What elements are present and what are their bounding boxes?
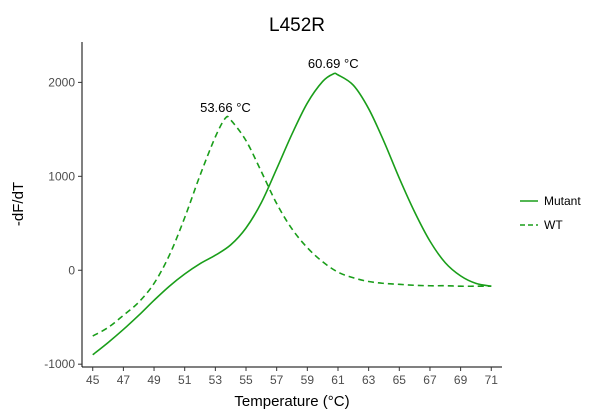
x-tick-label: 57 xyxy=(270,373,284,387)
x-tick-label: 71 xyxy=(485,373,499,387)
x-axis: 45 47 49 51 53 55 57 59 61 63 65 67 69 71 xyxy=(82,366,502,387)
series-line-mutant xyxy=(92,72,492,356)
x-tick-label: 51 xyxy=(178,373,192,387)
legend-label: WT xyxy=(544,218,563,232)
series-line-wt xyxy=(92,115,492,337)
peak-label: 60.69 °C xyxy=(308,56,359,71)
x-tick-label: 47 xyxy=(117,373,131,387)
legend-item-mutant: Mutant xyxy=(520,194,581,208)
y-tick-label: 0 xyxy=(68,263,75,277)
x-tick-label: 65 xyxy=(393,373,407,387)
x-tick-label: 45 xyxy=(86,373,100,387)
x-tick-label: 53 xyxy=(209,373,223,387)
y-axis: -1000 0 1000 2000 xyxy=(44,42,83,371)
x-tick-label: 67 xyxy=(423,373,437,387)
x-tick-label: 59 xyxy=(301,373,315,387)
legend: Mutant WT xyxy=(520,194,581,232)
x-tick-label: 49 xyxy=(147,373,161,387)
y-tick-label: 2000 xyxy=(48,75,75,89)
legend-label: Mutant xyxy=(544,194,581,208)
y-tick-label: 1000 xyxy=(48,169,75,183)
y-tick-label: -1000 xyxy=(44,357,75,371)
legend-item-wt: WT xyxy=(520,218,563,232)
x-tick-label: 69 xyxy=(454,373,468,387)
x-axis-title: Temperature (°C) xyxy=(234,393,349,410)
peak-annotations: 60.69 °C 53.66 °C xyxy=(200,56,358,115)
plot-lines xyxy=(92,72,492,356)
x-tick-label: 55 xyxy=(239,373,253,387)
chart-title: L452R xyxy=(269,15,325,36)
y-axis-title: -dF/dT xyxy=(10,182,27,226)
peak-label: 53.66 °C xyxy=(200,100,251,115)
x-tick-label: 61 xyxy=(331,373,345,387)
x-tick-label: 63 xyxy=(362,373,376,387)
